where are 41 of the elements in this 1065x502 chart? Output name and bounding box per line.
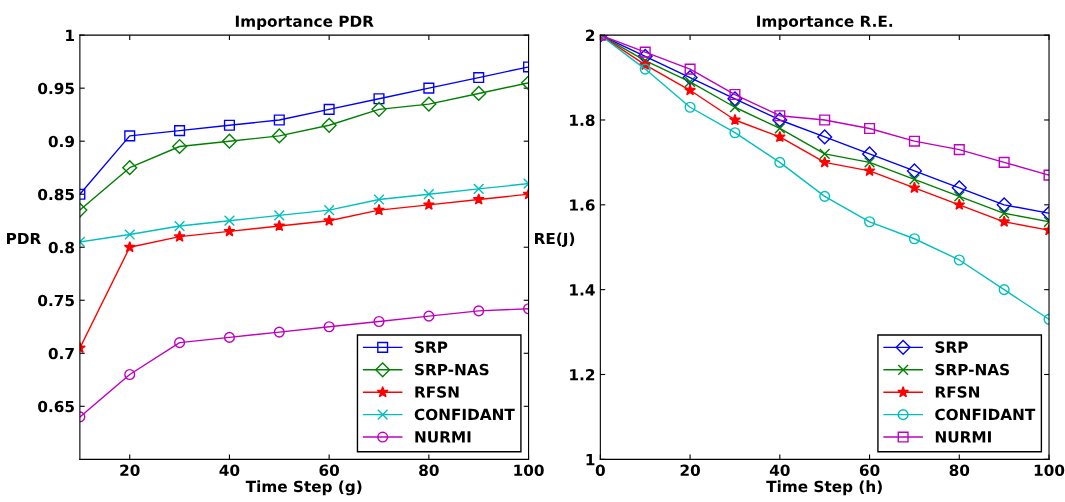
x-axis-title: Time Step (h) [766, 480, 882, 496]
y-tick-label: 1.4 [570, 284, 595, 296]
x-tick-label: 0 [595, 464, 605, 477]
y-tick-label: 0.9 [48, 135, 75, 148]
x-axis-title: Time Step (g) [245, 480, 362, 496]
legend-label: NURMI [935, 431, 991, 443]
y-tick-label: 0.65 [38, 400, 74, 413]
y-tick-label: 0.75 [38, 294, 74, 307]
x-tick-label: 40 [769, 464, 790, 477]
y-tick-label: 0.85 [38, 188, 74, 201]
chart-title: Importance R.E. [757, 15, 893, 30]
y-tick-label: 1 [66, 29, 74, 41]
y-axis-title: PDR [7, 232, 41, 245]
y-tick-label: 2 [586, 29, 595, 41]
chart-title: Importance PDR [235, 15, 374, 30]
y-tick-label: 0.8 [48, 241, 75, 254]
y-tick-label: 0.95 [38, 82, 74, 95]
legend-label: SRP [415, 341, 448, 353]
legend-label: RFSN [415, 386, 459, 398]
legend-label: SRP-NAS [935, 363, 1009, 376]
x-tick-label: 100 [1034, 464, 1065, 477]
x-tick-label: 100 [514, 464, 544, 477]
x-tick-label: 60 [319, 464, 340, 477]
legend-label: SRP-NAS [415, 363, 489, 376]
legend-label: NURMI [415, 431, 471, 443]
y-axis-title: RE(J) [535, 232, 575, 248]
x-tick-label: 80 [949, 464, 970, 477]
y-tick-label: 1.8 [570, 114, 595, 126]
x-tick-label: 80 [419, 464, 439, 477]
legend-label: CONFIDANT [935, 408, 1036, 421]
legend-label: RFSN [935, 386, 980, 398]
x-tick-label: 40 [219, 464, 240, 477]
legend-label: SRP [935, 341, 968, 353]
y-tick-label: 1 [586, 454, 595, 466]
x-tick-label: 60 [859, 464, 880, 477]
x-tick-label: 20 [680, 464, 700, 477]
legend-label: CONFIDANT [414, 408, 515, 421]
x-tick-label: 20 [120, 464, 140, 477]
y-tick-label: 0.7 [48, 347, 74, 360]
y-tick-label: 1.2 [570, 368, 595, 381]
y-tick-label: 1.6 [570, 199, 595, 211]
